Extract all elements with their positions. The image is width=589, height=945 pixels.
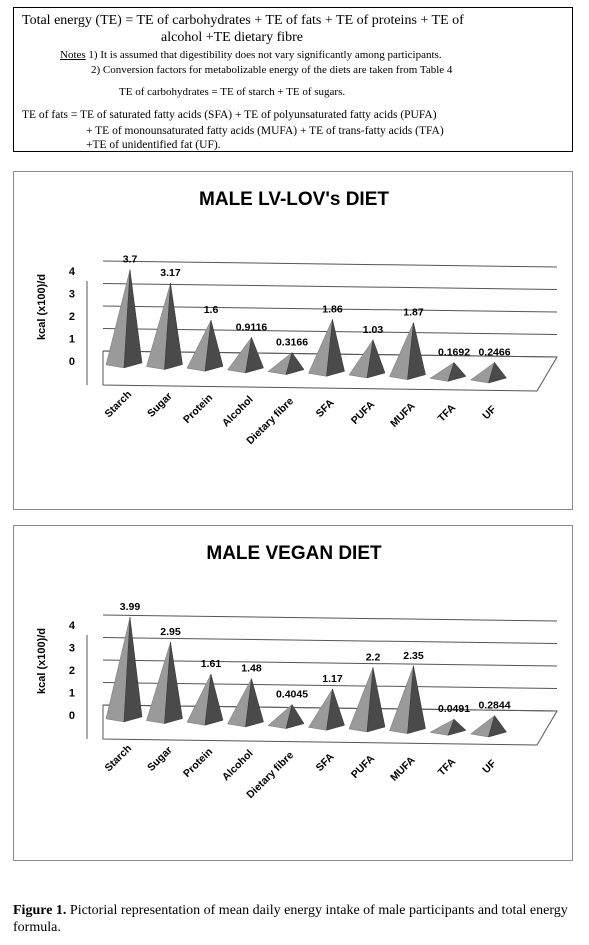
formula-line-2: alcohol +TE dietary fibre (161, 30, 304, 45)
x-category-label: Starch (103, 743, 135, 775)
data-label: 1.03 (363, 324, 384, 336)
pyramid-bar-shade (326, 319, 345, 377)
pyramid-bar-shade (164, 642, 183, 724)
y-axis-label: kcal (x100)/d (36, 274, 48, 340)
pyramid-bar-shade (488, 715, 507, 738)
pyramid-bar-shade (366, 667, 386, 733)
data-label: 3.7 (123, 254, 138, 266)
note-2: 2) Conversion factors for metabolizable … (91, 64, 453, 76)
x-category-label: PUFA (349, 398, 378, 427)
pyramid-bar-shade (447, 718, 467, 736)
data-label: 0.4045 (276, 688, 308, 700)
pyramid-bar-shade (366, 339, 386, 379)
x-category-label: UF (480, 757, 499, 776)
data-label: 0.1692 (438, 347, 470, 359)
y-tick-label: 0 (69, 356, 75, 368)
chart-vegan-panel: MALE VEGAN DIET 0 1 2 3 4 kcal (x100)/d 3.99 Sta… (13, 525, 573, 861)
gridline (102, 283, 558, 291)
data-label: 0.2844 (478, 700, 510, 712)
x-category-label: MUFA (388, 400, 418, 430)
pyramid-bar-shade (285, 351, 305, 375)
gridline (102, 305, 558, 313)
pyramid-bar-shade (407, 665, 426, 734)
x-category-label: Starch (103, 389, 135, 421)
x-category-label: Protein (181, 746, 215, 780)
data-label: 0.2466 (478, 346, 510, 358)
fats-formula-line-1: TE of fats = TE of saturated fatty acids… (22, 109, 437, 121)
data-label: 2.2 (366, 651, 381, 663)
formula-line-1: Total energy (TE) = TE of carbohydrates … (22, 13, 464, 28)
caption-label: Figure 1. (13, 903, 67, 918)
chart-lvlov-svg: MALE LV-LOV's DIET 0 1 2 3 4 kcal (x100)/d 3.7 S… (36, 189, 558, 447)
x-category-label: Protein (181, 392, 215, 426)
data-label: 1.48 (241, 663, 262, 675)
carb-formula: TE of carbohydrates = TE of starch + TE … (119, 86, 346, 98)
notes-line-1: Notes 1) It is assumed that digestibilit… (60, 49, 442, 61)
x-category-label: Alcohol (220, 393, 256, 429)
data-label: 1.87 (403, 307, 424, 319)
pyramid-bar-shade (123, 617, 143, 723)
pyramid-bar-shade (245, 336, 264, 374)
y-tick-label: 3 (69, 643, 75, 655)
pyramid-bar-shade (245, 678, 264, 728)
gridline (102, 682, 558, 690)
chart-title: MALE LV-LOV's DIET (199, 189, 389, 210)
x-category-label: Sugar (145, 390, 175, 420)
y-axis-label: kcal (x100)/d (36, 628, 48, 694)
pyramid-bar-shade (285, 703, 305, 729)
y-tick-label: 2 (69, 311, 75, 323)
data-label: 1.17 (322, 673, 343, 685)
gridline (102, 614, 558, 622)
chart-title: MALE VEGAN DIET (206, 543, 382, 564)
caption-text: Pictorial representation of mean daily e… (13, 903, 568, 935)
fats-formula-line-3: +TE of unidentified fat (UF). (86, 139, 221, 151)
x-category-label: SFA (314, 751, 337, 774)
data-label: 1.61 (201, 658, 222, 670)
notes-label: Notes (60, 49, 86, 61)
gridline (102, 637, 558, 645)
data-label: 1.86 (322, 303, 343, 315)
pyramid-bar-shade (447, 362, 467, 382)
y-tick-label: 1 (69, 334, 75, 346)
data-label: 3.17 (160, 267, 181, 279)
pyramid-bar-shade (123, 269, 143, 369)
data-label: 3.99 (120, 601, 141, 613)
x-category-label: PUFA (349, 752, 378, 781)
data-label: 0.0491 (438, 703, 470, 715)
y-tick-label: 2 (69, 665, 75, 677)
gridline (102, 659, 558, 667)
pyramid-bar-shade (407, 322, 426, 380)
y-tick-label: 3 (69, 289, 75, 301)
data-label: 1.6 (204, 304, 219, 316)
figure-caption: Figure 1. Pictorial representation of me… (13, 902, 578, 936)
x-category-label: SFA (314, 397, 337, 420)
chart-lvlov-panel: MALE LV-LOV's DIET 0 1 2 3 4 kcal (x100)/d 3.7 S… (13, 171, 573, 510)
fats-formula-line-2: + TE of monounsaturated fatty acids (MUF… (86, 125, 444, 137)
pyramid-bar-shade (326, 688, 345, 731)
chart-vegan-svg: MALE VEGAN DIET 0 1 2 3 4 kcal (x100)/d 3.99 Sta… (36, 543, 558, 801)
y-tick-label: 1 (69, 688, 75, 700)
y-tick-label: 4 (69, 266, 76, 278)
data-label: 0.3166 (276, 336, 308, 348)
pyramid-bar-shade (204, 673, 224, 726)
note-1: 1) It is assumed that digestibility does… (85, 49, 442, 61)
y-tick-label: 4 (69, 620, 76, 632)
formula-box: Total energy (TE) = TE of carbohydrates … (13, 7, 573, 152)
x-category-label: Alcohol (220, 747, 256, 783)
x-category-label: TFA (436, 756, 459, 779)
pyramid-bar-shade (488, 361, 507, 384)
gridline (102, 260, 558, 268)
data-label: 2.95 (160, 626, 181, 638)
x-category-label: Sugar (145, 744, 175, 774)
data-label: 0.9116 (236, 321, 268, 333)
x-category-label: MUFA (388, 754, 418, 784)
data-label: 2.35 (403, 650, 424, 662)
x-category-label: UF (480, 403, 499, 422)
pyramid-bar-shade (164, 283, 183, 370)
x-category-label: TFA (436, 402, 459, 425)
pyramid-bar-shade (204, 320, 224, 372)
y-tick-label: 0 (69, 710, 75, 722)
